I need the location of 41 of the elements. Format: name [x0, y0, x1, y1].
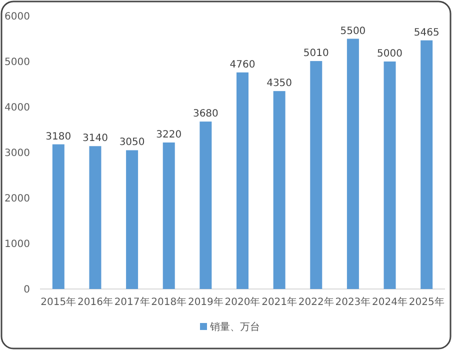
x-tick-label: 2025年: [408, 296, 444, 308]
data-label: 3220: [156, 129, 182, 140]
bar: [384, 62, 396, 289]
data-label: 3140: [82, 133, 108, 144]
y-tick-label: 6000: [4, 12, 30, 22]
x-tick-label: 2018年: [151, 296, 187, 308]
x-tick-label: 2023年: [335, 296, 371, 308]
data-label: 3680: [192, 108, 218, 120]
bar: [52, 144, 64, 289]
bar: [89, 146, 102, 289]
y-tick-label: 5000: [4, 57, 30, 68]
bar: [200, 122, 212, 289]
x-tick-label: 2024年: [372, 296, 408, 308]
bar: [310, 61, 322, 289]
x-tick-label: 2017年: [114, 296, 150, 308]
data-label: 5000: [377, 48, 402, 60]
bar: [273, 91, 286, 289]
y-tick-label: 2000: [4, 194, 30, 204]
x-tick-label: 2020年: [224, 296, 260, 308]
data-label: 5465: [414, 27, 440, 38]
x-tick-label: 2016年: [78, 296, 113, 308]
data-label: 4350: [266, 78, 292, 90]
y-tick-label: 1000: [4, 239, 30, 250]
data-label: 5010: [303, 48, 329, 60]
bar: [236, 72, 248, 289]
x-tick-label: 2019年: [188, 296, 224, 308]
bar: [126, 150, 138, 289]
x-tick-label: 2021年: [262, 296, 298, 308]
bar: [420, 40, 433, 289]
y-tick-label: 3000: [4, 148, 30, 159]
y-tick-label: 0: [24, 284, 30, 296]
y-tick-label: 4000: [4, 102, 30, 114]
x-tick-label: 2022年: [298, 296, 334, 308]
x-tick-label: 2015年: [40, 296, 76, 308]
data-label: 3180: [46, 131, 72, 142]
bar: [346, 38, 359, 289]
data-label: 5500: [340, 26, 366, 37]
data-label: 4760: [230, 59, 256, 70]
legend-label: 销量、万台: [209, 321, 260, 333]
bar: [162, 142, 175, 289]
data-label: 3050: [119, 137, 145, 148]
